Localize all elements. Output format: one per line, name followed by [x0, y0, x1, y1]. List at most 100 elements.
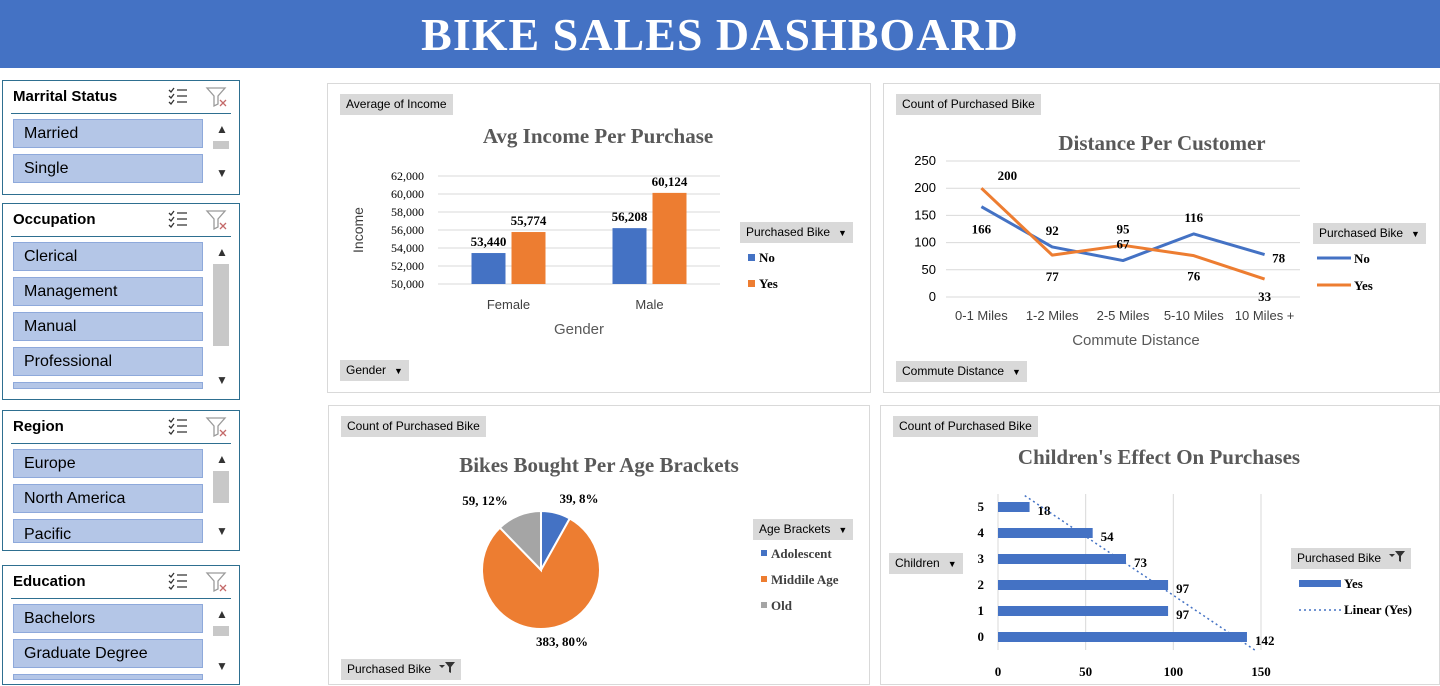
legend-field-tag[interactable]: Age Brackets ▼: [753, 519, 854, 540]
slicer-scrollbar[interactable]: ▲ ▼: [211, 449, 231, 541]
x-tick-label: 0: [995, 664, 1002, 679]
multi-select-icon[interactable]: [167, 85, 189, 112]
axis-field-label: Children: [895, 556, 940, 570]
dashboard-title: BIKE SALES DASHBOARD: [421, 8, 1019, 60]
slicer-item[interactable]: Bachelors: [13, 604, 203, 633]
slicer-scrollbar[interactable]: ▲ ▼: [211, 242, 231, 390]
x-tick-label: 150: [1251, 664, 1271, 679]
chart-title: Children's Effect On Purchases: [1018, 445, 1300, 469]
legend-label: Yes: [1344, 576, 1363, 591]
slicer-item[interactable]: Married: [13, 119, 203, 148]
bar: [998, 632, 1247, 642]
axis-field-tag[interactable]: Gender ▼: [340, 360, 409, 381]
y-tick-label: 1: [978, 603, 985, 618]
x-axis-label: Commute Distance: [1072, 332, 1200, 349]
x-tick-label: 2-5 Miles: [1097, 308, 1150, 323]
multi-select-icon[interactable]: [167, 570, 189, 597]
slicer-item[interactable]: Graduate Degree: [13, 639, 203, 668]
slicer-item[interactable]: Europe: [13, 449, 203, 478]
slicer-item-partial[interactable]: [13, 382, 203, 389]
slicer-item[interactable]: Pacific: [13, 519, 203, 543]
multi-select-icon[interactable]: [167, 208, 189, 235]
data-label: 166: [972, 222, 992, 237]
slicer-marital-status: Marrital Status Married Single ▲ ▼: [2, 80, 240, 195]
legend-field-tag[interactable]: Purchased Bike: [1291, 548, 1412, 570]
slicer-occupation: Occupation Clerical Management Manual Pr…: [2, 203, 240, 400]
filter-icon[interactable]: [1389, 549, 1406, 570]
children-chart: Children's Effect On Purchases 0 50 100 150 0…: [978, 445, 1413, 679]
bar: [998, 606, 1169, 616]
axis-field-tag[interactable]: Commute Distance ▼: [896, 361, 1027, 382]
multi-select-icon[interactable]: [167, 415, 189, 442]
legend-label: Linear (Yes): [1344, 602, 1412, 617]
series-line: [980, 205, 1266, 263]
bar: [612, 228, 647, 284]
chart-panel-distance: Count of Purchased Bike Commute Distance…: [883, 83, 1440, 393]
legend-field-tag[interactable]: Purchased Bike ▼: [1313, 223, 1426, 244]
clear-filter-icon[interactable]: [205, 208, 229, 237]
y-axis-label: Income: [350, 207, 366, 253]
data-label: 18: [1038, 503, 1052, 518]
y-tick-label: 50: [922, 262, 936, 277]
clear-filter-icon[interactable]: [205, 570, 229, 599]
x-tick-label: 100: [1164, 664, 1184, 679]
filter-icon[interactable]: [439, 660, 456, 681]
dropdown-arrow-icon[interactable]: ▼: [394, 366, 403, 376]
value-field-tag[interactable]: Count of Purchased Bike: [896, 94, 1041, 115]
legend-label: No: [1354, 251, 1370, 266]
slicer-header: Education: [11, 566, 231, 599]
slicer-item[interactable]: Single: [13, 154, 203, 183]
slicer-scrollbar[interactable]: ▲ ▼: [211, 604, 231, 676]
legend-marker: [748, 280, 755, 287]
slicer-region: Region Europe North America Pacific ▲ ▼: [2, 410, 240, 551]
y-tick-label: 60,000: [391, 187, 424, 201]
y-tick-label: 150: [914, 207, 936, 222]
data-label: 54: [1101, 529, 1115, 544]
value-field-tag[interactable]: Count of Purchased Bike: [893, 416, 1038, 437]
x-tick-label: 5-10 Miles: [1164, 308, 1224, 323]
legend-label: Adolescent: [771, 546, 832, 561]
clear-filter-icon[interactable]: [205, 85, 229, 114]
value-field-tag[interactable]: Count of Purchased Bike: [341, 416, 486, 437]
chart-title: Avg Income Per Purchase: [483, 124, 713, 148]
pie-slice: [540, 509, 572, 574]
x-tick-label: 0-1 Miles: [955, 308, 1008, 323]
data-label: 95: [1117, 221, 1131, 236]
filter-field-tag[interactable]: Purchased Bike: [341, 659, 462, 681]
dropdown-arrow-icon[interactable]: ▼: [1012, 367, 1021, 377]
legend-field-label: Purchased Bike: [1297, 551, 1382, 565]
dashboard-banner: BIKE SALES DASHBOARD: [0, 0, 1440, 68]
data-label: 77: [1046, 269, 1060, 284]
value-field-tag[interactable]: Average of Income: [340, 94, 453, 115]
slicer-item[interactable]: Clerical: [13, 242, 203, 271]
slicer-item[interactable]: North America: [13, 484, 203, 513]
slicer-item-partial[interactable]: [13, 674, 203, 680]
axis-field-tag[interactable]: Children ▼: [889, 553, 963, 574]
series-line: [980, 187, 1266, 281]
x-tick-label: Male: [635, 297, 663, 312]
slicer-scrollbar[interactable]: ▲ ▼: [211, 119, 231, 183]
data-label: 97: [1176, 581, 1190, 596]
clear-filter-icon[interactable]: [205, 415, 229, 444]
slicer-item[interactable]: Manual: [13, 312, 203, 341]
axis-field-label: Commute Distance: [902, 364, 1005, 378]
bar: [998, 502, 1030, 512]
x-tick-label: 1-2 Miles: [1026, 308, 1079, 323]
data-label: 55,774: [511, 213, 547, 228]
legend-field-tag[interactable]: Purchased Bike ▼: [740, 222, 853, 243]
slicer-item[interactable]: Management: [13, 277, 203, 306]
legend-marker: [1299, 580, 1341, 587]
pie-slice: [498, 509, 542, 573]
dropdown-arrow-icon[interactable]: ▼: [838, 525, 848, 535]
dropdown-arrow-icon[interactable]: ▼: [1411, 229, 1420, 239]
dropdown-arrow-icon[interactable]: ▼: [947, 559, 957, 569]
data-label: 142: [1255, 633, 1275, 648]
slicer-header: Region: [11, 411, 231, 444]
chart-panel-children: Count of Purchased Bike Children ▼ Purcha…: [880, 405, 1440, 685]
dropdown-arrow-icon[interactable]: ▼: [838, 228, 847, 238]
slicer-item[interactable]: Professional: [13, 347, 203, 376]
y-tick-label: 0: [978, 629, 985, 644]
y-tick-label: 200: [914, 180, 936, 195]
slicer-title: Occupation: [13, 211, 96, 228]
y-tick-label: 52,000: [391, 259, 424, 273]
